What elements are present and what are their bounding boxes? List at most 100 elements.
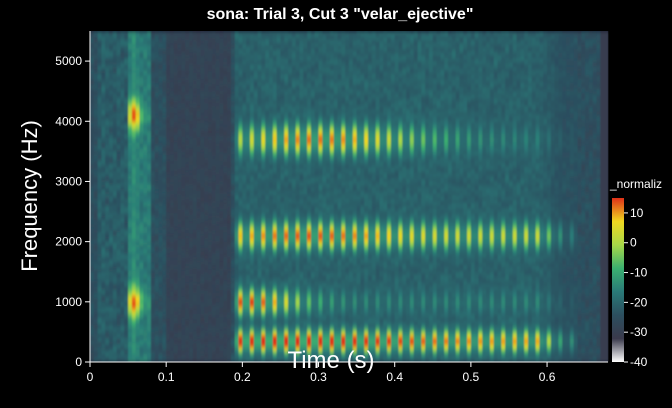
spectrogram-cell: [208, 136, 213, 140]
spectrogram-cell: [223, 139, 228, 143]
spectrogram-cell: [204, 199, 209, 203]
spectrogram-cell: [109, 256, 114, 261]
spectrogram-cell: [234, 289, 239, 294]
spectrogram-cell: [143, 193, 148, 197]
spectrogram-cell: [105, 142, 110, 146]
spectrogram-cell: [246, 130, 251, 134]
spectrogram-cell: [257, 79, 262, 83]
spectrogram-cell: [223, 169, 228, 173]
spectrogram-cell: [204, 325, 209, 330]
spectrogram-cell: [192, 289, 198, 294]
spectrogram-cell: [154, 37, 159, 41]
spectrogram-cell: [158, 343, 163, 348]
spectrogram-cell: [158, 58, 163, 62]
spectrogram-cell: [215, 97, 220, 101]
spectrogram-cell: [200, 154, 205, 158]
spectrogram-cell: [208, 70, 213, 74]
spectrogram-cell: [238, 340, 243, 345]
spectrogram-cell: [215, 94, 220, 98]
spectrogram-cell: [181, 55, 186, 59]
spectrogram-cell: [246, 169, 251, 173]
spectrogram-cell: [257, 127, 262, 131]
spectrogram-cell: [147, 121, 152, 125]
spectrogram-cell: [101, 190, 106, 194]
spectrogram-cell: [173, 289, 178, 294]
spectrogram-cell: [109, 346, 114, 351]
spectrogram-cell: [139, 169, 144, 173]
spectrogram-cell: [147, 358, 152, 363]
spectrogram-cell: [249, 313, 255, 318]
spectrogram-cell: [135, 130, 140, 134]
spectrogram-cell: [208, 112, 213, 116]
spectrogram-cell: [181, 124, 186, 128]
spectrogram-cell: [166, 196, 171, 200]
spectrogram-cell: [158, 31, 163, 35]
spectrogram-cell: [242, 352, 247, 357]
spectrogram-cell: [177, 250, 182, 255]
spectrogram-cell: [219, 46, 224, 50]
spectrogram-cell: [211, 298, 217, 303]
spectrogram-cell: [135, 199, 140, 203]
spectrogram-cell: [93, 181, 99, 185]
spectrogram-cell: [162, 166, 167, 170]
spectrogram-cell: [257, 253, 262, 258]
spectrogram-cell: [173, 319, 178, 324]
spectrogram-cell: [150, 181, 156, 185]
spectrogram-cell: [147, 355, 152, 360]
spectrogram-cell: [253, 349, 258, 354]
spectrogram-cell: [185, 133, 190, 137]
spectrogram-cell: [105, 202, 110, 206]
spectrogram-cell: [208, 220, 213, 224]
spectrogram-cell: [196, 283, 201, 288]
spectrogram-cell: [143, 187, 148, 191]
spectrogram-cell: [169, 205, 175, 209]
spectrogram-cell: [169, 196, 175, 200]
spectrogram-cell: [97, 169, 102, 173]
spectrogram-cell: [173, 133, 178, 137]
spectrogram-cell: [131, 358, 137, 363]
spectrogram-cell: [162, 214, 167, 218]
spectrogram-cell: [196, 292, 201, 297]
spectrogram-cell: [93, 70, 99, 74]
spectrogram-cell: [173, 232, 178, 237]
spectrogram-cell: [124, 169, 129, 173]
spectrogram-cell: [189, 142, 194, 146]
spectrogram-cell: [135, 217, 140, 221]
spectrogram-cell: [261, 244, 266, 249]
spectrogram-cell: [253, 331, 258, 336]
spectrogram-cell: [162, 133, 167, 137]
spectrogram-cell: [150, 148, 156, 152]
spectrogram-cell: [189, 187, 194, 191]
spectrogram-cell: [253, 112, 258, 116]
spectrogram-cell: [196, 262, 201, 267]
spectrogram-cell: [90, 64, 95, 68]
spectrogram-cell: [162, 340, 167, 345]
spectrogram-cell: [162, 229, 167, 234]
spectrogram-cell: [189, 31, 194, 35]
spectrogram-cell: [192, 136, 198, 140]
spectrogram-cell: [154, 127, 159, 131]
spectrogram-cell: [192, 67, 198, 71]
spectrogram-cell: [246, 175, 251, 179]
spectrogram-cell: [211, 121, 217, 125]
spectrogram-cell: [120, 256, 125, 261]
spectrogram-cell: [204, 181, 209, 185]
spectrogram-cell: [166, 331, 171, 336]
spectrogram-cell: [253, 169, 258, 173]
spectrogram-cell: [173, 265, 178, 270]
spectrogram-cell: [181, 130, 186, 134]
spectrogram-cell: [150, 241, 156, 246]
spectrogram-cell: [131, 85, 137, 89]
spectrogram-cell: [242, 184, 247, 188]
spectrogram-cell: [219, 64, 224, 68]
spectrogram-cell: [147, 316, 152, 321]
spectrogram-cell: [234, 121, 239, 125]
spectrogram-cell: [166, 277, 171, 282]
spectrogram-cell: [105, 82, 110, 86]
spectrogram-cell: [97, 349, 102, 354]
spectrogram-cell: [169, 172, 175, 176]
spectrogram-cell: [128, 286, 133, 291]
spectrogram-cell: [230, 187, 236, 191]
spectrogram-cell: [112, 355, 118, 360]
